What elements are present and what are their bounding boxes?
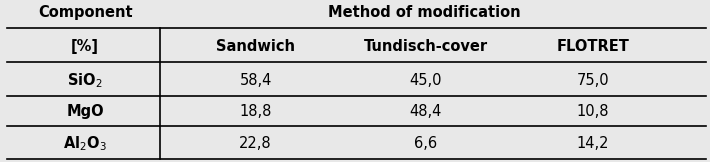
Text: 22,8: 22,8: [239, 136, 272, 151]
Text: Tundisch-cover: Tundisch-cover: [364, 39, 488, 54]
Text: MgO: MgO: [67, 104, 104, 119]
Text: 6,6: 6,6: [415, 136, 437, 151]
Text: [%]: [%]: [71, 39, 99, 54]
Text: Method of modification: Method of modification: [328, 5, 520, 20]
Text: SiO$_2$: SiO$_2$: [67, 71, 103, 90]
Text: 75,0: 75,0: [577, 73, 609, 88]
Text: 10,8: 10,8: [577, 104, 609, 119]
Text: Sandwich: Sandwich: [216, 39, 295, 54]
Text: Component: Component: [38, 5, 133, 20]
Text: 14,2: 14,2: [577, 136, 609, 151]
Text: 48,4: 48,4: [410, 104, 442, 119]
Text: 58,4: 58,4: [239, 73, 272, 88]
Text: FLOTRET: FLOTRET: [557, 39, 629, 54]
Text: 45,0: 45,0: [410, 73, 442, 88]
Text: Al$_2$O$_3$: Al$_2$O$_3$: [63, 134, 107, 153]
Text: 18,8: 18,8: [239, 104, 272, 119]
